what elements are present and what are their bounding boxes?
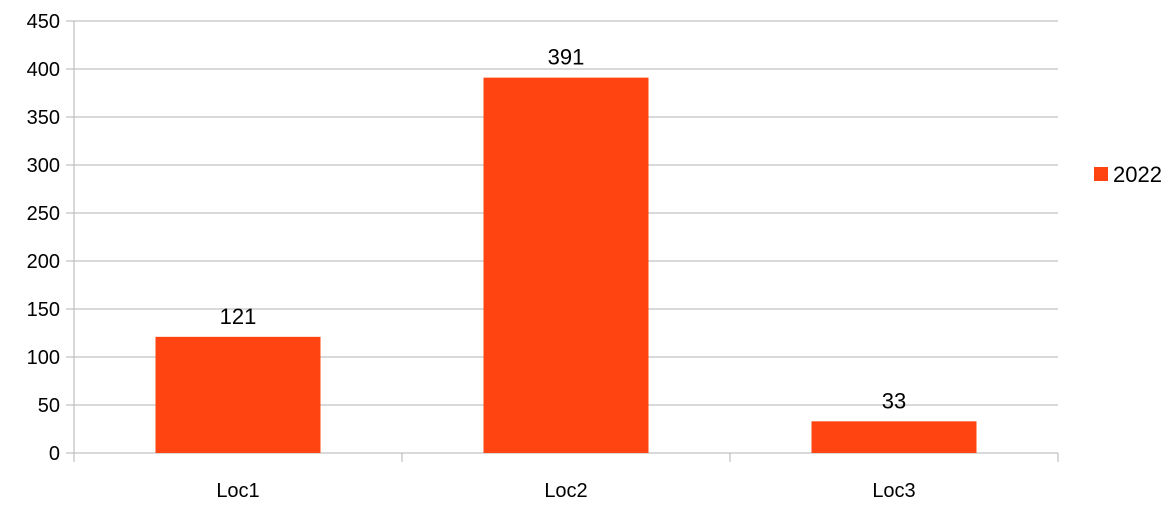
data-label-loc1: 121 — [220, 304, 257, 329]
bar-loc1 — [155, 336, 321, 453]
y-tick-label: 100 — [27, 347, 60, 369]
y-tick-label: 300 — [27, 155, 60, 177]
legend-swatch — [1094, 167, 1108, 181]
data-label-loc3: 33 — [882, 388, 906, 413]
bars — [155, 77, 977, 453]
y-axis-tick-labels: 0 50 100 150 200 250 300 350 400 450 — [27, 11, 60, 465]
y-tick-label: 0 — [49, 443, 60, 465]
x-tick-label-loc2: Loc2 — [544, 480, 587, 500]
y-tick-label: 50 — [38, 395, 60, 417]
y-tick-label: 350 — [27, 107, 60, 129]
x-tick-label-loc1: Loc1 — [216, 480, 259, 500]
y-tick-label: 200 — [27, 251, 60, 273]
data-label-loc2: 391 — [548, 45, 585, 70]
bar-loc3 — [811, 421, 977, 453]
y-tick-label: 400 — [27, 59, 60, 81]
y-tick-label: 150 — [27, 299, 60, 321]
bar-loc2 — [483, 77, 649, 453]
x-axis-tick-labels: Loc1 Loc2 Loc3 — [216, 480, 915, 502]
y-tick-label: 250 — [27, 203, 60, 225]
legend: 2022 — [1094, 162, 1162, 187]
x-tick-label-loc3: Loc3 — [872, 480, 915, 500]
legend-label: 2022 — [1113, 162, 1162, 187]
y-tick-label: 450 — [27, 11, 60, 33]
data-labels: 121 391 33 — [220, 45, 907, 414]
